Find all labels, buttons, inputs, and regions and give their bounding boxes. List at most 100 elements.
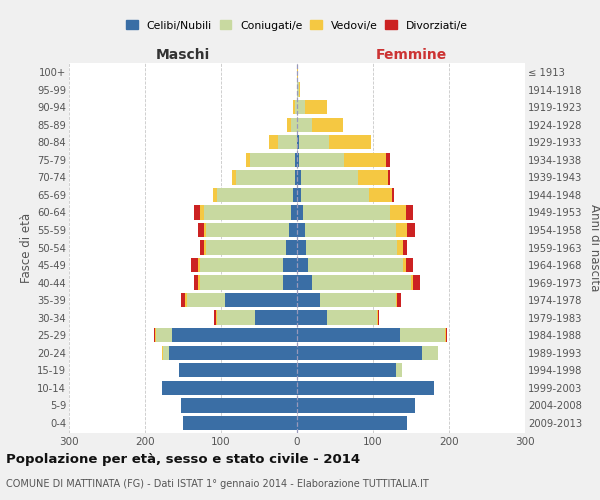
Bar <box>297 240 306 254</box>
Bar <box>407 223 415 237</box>
Bar <box>255 310 297 325</box>
Bar <box>198 258 200 272</box>
Bar <box>297 135 299 150</box>
Bar <box>269 135 278 150</box>
Bar <box>289 223 297 237</box>
Bar <box>179 363 297 378</box>
Bar <box>194 205 200 220</box>
Bar <box>305 223 396 237</box>
Bar <box>293 188 297 202</box>
Bar <box>297 258 308 272</box>
Text: Popolazione per età, sesso e stato civile - 2014: Popolazione per età, sesso e stato civil… <box>6 452 360 466</box>
Bar <box>297 205 303 220</box>
Bar <box>312 276 411 290</box>
Text: Femmine: Femmine <box>376 48 446 62</box>
Bar <box>388 170 391 184</box>
Bar <box>200 240 204 254</box>
Bar <box>155 328 157 342</box>
Bar <box>163 346 169 360</box>
Bar <box>329 135 371 150</box>
Bar <box>358 170 388 184</box>
Bar <box>297 328 400 342</box>
Bar <box>406 258 413 272</box>
Bar <box>297 416 407 430</box>
Bar <box>215 310 217 325</box>
Bar <box>286 240 297 254</box>
Bar <box>344 152 386 167</box>
Bar <box>194 276 198 290</box>
Bar <box>200 258 283 272</box>
Bar <box>386 152 390 167</box>
Bar <box>299 152 344 167</box>
Bar <box>283 276 297 290</box>
Bar <box>422 346 437 360</box>
Bar <box>308 258 403 272</box>
Bar <box>217 188 293 202</box>
Bar <box>297 65 298 80</box>
Bar <box>299 135 329 150</box>
Bar <box>403 240 407 254</box>
Bar <box>293 100 295 114</box>
Bar <box>291 205 297 220</box>
Text: Maschi: Maschi <box>156 48 210 62</box>
Legend: Celibi/Nubili, Coniugati/e, Vedovi/e, Divorziati/e: Celibi/Nubili, Coniugati/e, Vedovi/e, Di… <box>122 16 472 35</box>
Bar <box>301 188 369 202</box>
Bar <box>377 310 379 325</box>
Bar <box>185 293 187 308</box>
Bar <box>250 152 295 167</box>
Bar <box>397 293 401 308</box>
Bar <box>391 205 406 220</box>
Bar <box>283 258 297 272</box>
Bar <box>297 276 312 290</box>
Bar <box>225 293 297 308</box>
Bar <box>214 188 217 202</box>
Bar <box>396 293 397 308</box>
Bar <box>301 170 358 184</box>
Bar <box>204 240 206 254</box>
Bar <box>206 223 289 237</box>
Bar <box>198 223 204 237</box>
Bar <box>203 205 291 220</box>
Bar <box>157 328 172 342</box>
Bar <box>297 118 312 132</box>
Bar <box>306 240 397 254</box>
Bar <box>305 100 328 114</box>
Bar <box>299 82 300 97</box>
Bar <box>183 416 297 430</box>
Bar <box>287 118 291 132</box>
Text: COMUNE DI MATTINATA (FG) - Dati ISTAT 1° gennaio 2014 - Elaborazione TUTTITALIA.: COMUNE DI MATTINATA (FG) - Dati ISTAT 1°… <box>6 479 429 489</box>
Bar <box>295 170 297 184</box>
Bar <box>297 170 301 184</box>
Bar <box>369 188 392 202</box>
Bar <box>392 188 394 202</box>
Bar <box>445 328 446 342</box>
Y-axis label: Fasce di età: Fasce di età <box>20 212 33 282</box>
Bar <box>204 223 206 237</box>
Bar <box>413 276 420 290</box>
Bar <box>303 205 391 220</box>
Bar <box>297 293 320 308</box>
Bar <box>297 223 305 237</box>
Bar <box>232 170 236 184</box>
Bar <box>297 188 301 202</box>
Bar <box>187 293 225 308</box>
Bar <box>297 100 305 114</box>
Bar <box>181 293 185 308</box>
Bar <box>297 380 434 395</box>
Bar <box>214 310 215 325</box>
Bar <box>297 363 396 378</box>
Bar <box>236 170 295 184</box>
Bar <box>397 240 403 254</box>
Bar <box>297 310 328 325</box>
Bar <box>320 293 396 308</box>
Bar <box>328 310 377 325</box>
Bar <box>396 363 402 378</box>
Bar <box>162 380 297 395</box>
Y-axis label: Anni di nascita: Anni di nascita <box>588 204 600 291</box>
Bar <box>181 398 297 412</box>
Bar <box>400 328 445 342</box>
Bar <box>191 258 198 272</box>
Bar <box>297 346 422 360</box>
Bar <box>297 398 415 412</box>
Bar <box>295 152 297 167</box>
